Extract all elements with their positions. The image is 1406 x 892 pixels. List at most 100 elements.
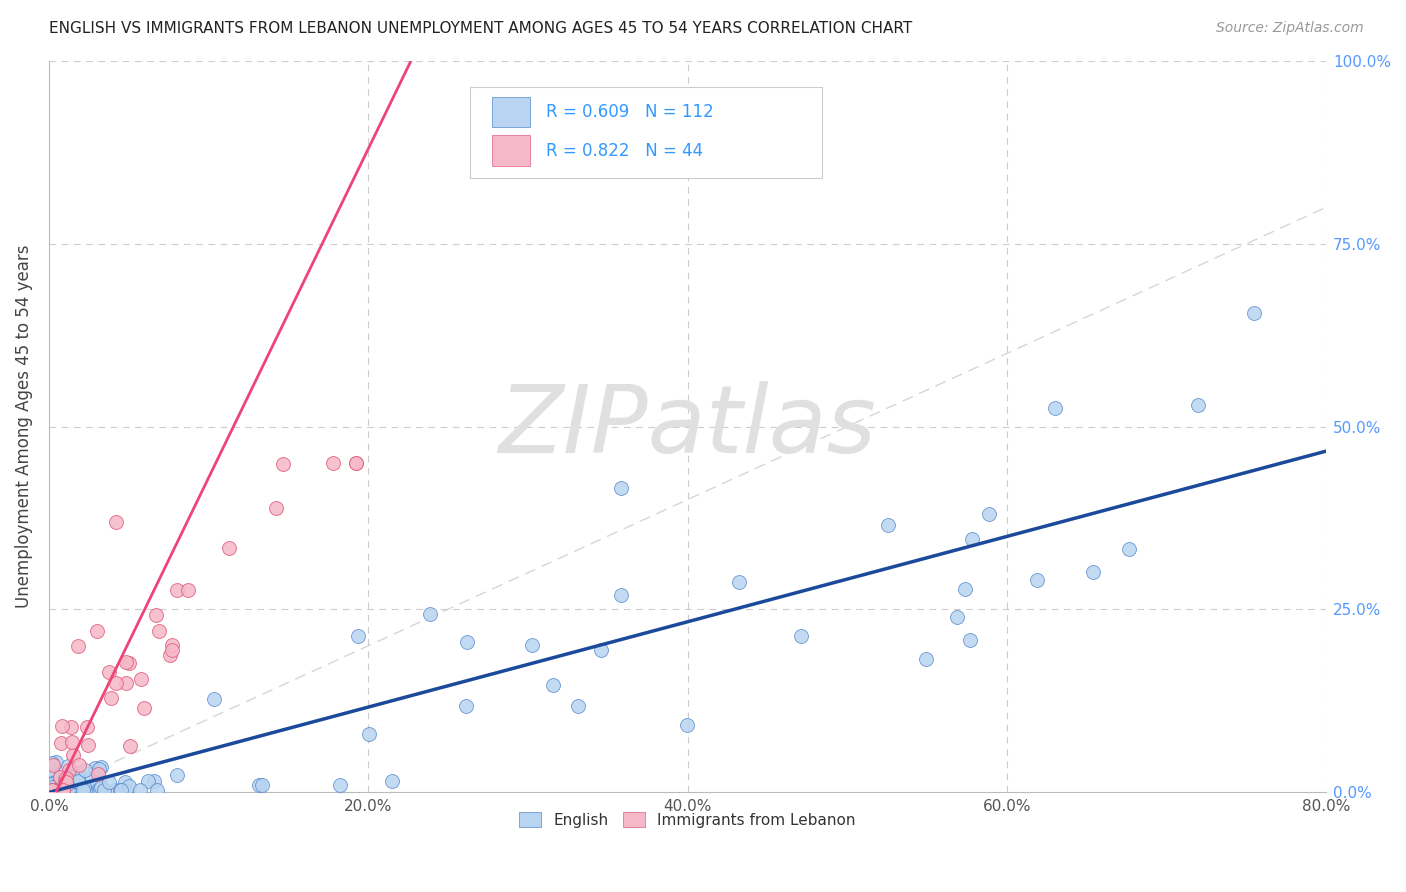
Point [264,501,287,516]
Point [41,783,63,797]
Point [100,691,122,706]
Point [58,763,80,777]
Point [589,643,612,657]
Point [344,456,367,470]
Point [522,638,544,652]
Point [53,773,76,788]
Point [48,782,70,797]
Point [75,763,97,777]
Point [160,638,183,652]
Point [52,782,75,797]
Point [456,635,478,649]
Point [53,775,76,789]
Point [48,770,70,784]
Text: ZIPatlas: ZIPatlas [499,381,876,472]
Point [252,778,274,792]
Point [86,777,108,791]
FancyBboxPatch shape [471,87,821,178]
Point [142,774,165,789]
Point [67,758,90,772]
Point [946,609,969,624]
Y-axis label: Unemployment Among Ages 45 to 54 years: Unemployment Among Ages 45 to 54 years [15,244,32,608]
Point [97,775,120,789]
Point [357,727,380,741]
Point [45,777,67,791]
Point [56,776,79,790]
Text: R = 0.822   N = 44: R = 0.822 N = 44 [546,142,703,160]
Point [45,783,67,797]
Point [44,783,66,797]
Point [136,774,159,789]
Point [381,774,404,789]
Point [454,698,477,713]
Point [55,772,77,787]
Point [419,607,441,621]
Point [76,721,98,735]
Point [105,676,128,690]
Point [52,774,75,789]
Point [41,782,63,797]
Point [110,783,132,797]
Point [49,736,72,750]
Point [166,768,188,782]
Point [322,456,344,470]
Point [60,771,83,785]
Point [129,783,152,797]
Text: ENGLISH VS IMMIGRANTS FROM LEBANON UNEMPLOYMENT AMONG AGES 45 TO 54 YEARS CORREL: ENGLISH VS IMMIGRANTS FROM LEBANON UNEMP… [49,21,912,37]
Point [129,673,152,687]
Point [73,780,96,794]
Point [87,767,110,781]
Point [86,776,108,790]
Point [41,783,63,797]
Point [45,783,67,797]
Point [108,783,131,797]
Point [45,756,67,770]
Point [67,775,90,789]
Point [41,776,63,790]
Point [347,629,370,643]
Point [41,777,63,791]
Point [84,761,107,775]
Point [676,718,699,732]
Point [55,771,77,785]
Point [48,783,70,797]
Point [915,651,938,665]
Point [48,783,70,797]
Point [86,624,108,639]
Point [56,759,79,773]
Point [609,588,631,602]
Point [58,778,80,792]
Point [166,582,188,597]
Point [67,775,90,789]
Point [45,783,67,797]
Point [344,456,367,470]
Point [160,642,183,657]
Point [41,783,63,797]
Point [104,783,127,797]
Point [329,778,352,792]
Point [66,639,89,653]
Point [1081,565,1104,579]
Point [876,518,898,533]
Point [44,782,66,797]
Bar [492,96,530,128]
Point [41,775,63,789]
Point [202,692,225,706]
Point [51,719,73,733]
Point [271,457,294,471]
Point [42,758,65,772]
Point [41,783,63,797]
Point [543,678,565,692]
Point [159,648,181,662]
Point [1118,542,1140,557]
Point [77,738,100,752]
Point [790,629,813,643]
Point [90,760,112,774]
Point [727,574,749,589]
Point [98,665,121,680]
Point [609,481,631,495]
Point [72,783,94,797]
Point [59,772,82,787]
Text: R = 0.609   N = 112: R = 0.609 N = 112 [546,103,713,121]
Point [67,774,90,789]
